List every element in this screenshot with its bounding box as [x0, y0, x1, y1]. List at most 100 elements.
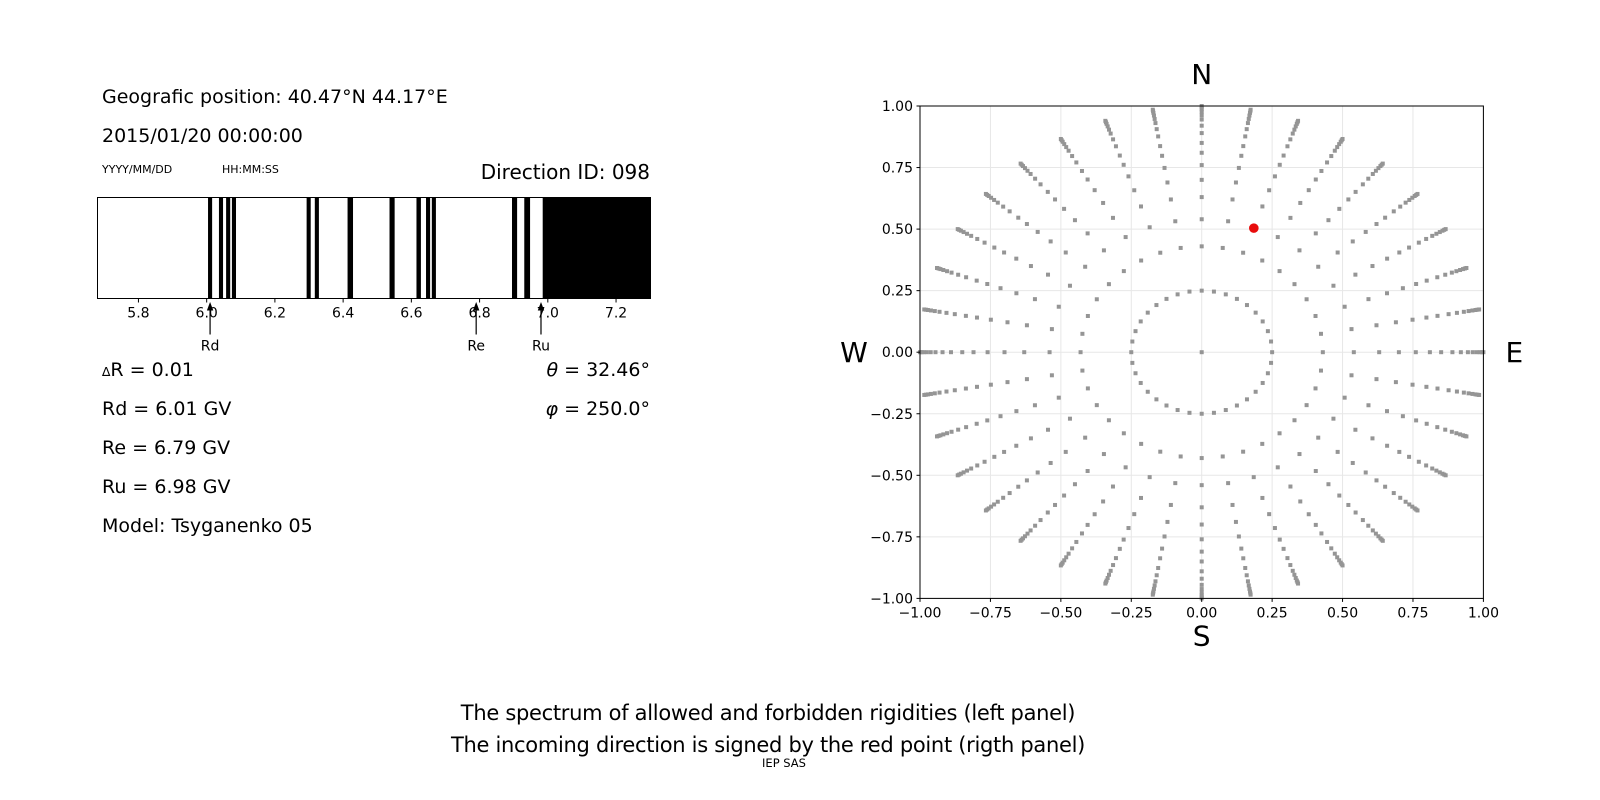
direction-dot	[1133, 371, 1138, 376]
spoke-dots	[1253, 389, 1420, 513]
direction-dot	[1211, 410, 1216, 415]
direction-dot	[1022, 350, 1027, 355]
direction-dot	[1380, 161, 1385, 166]
compass-label-east: E	[1506, 336, 1524, 369]
y-axis-tick-label: −0.75	[870, 530, 913, 546]
direction-dot	[922, 392, 927, 397]
direction-dot	[1126, 526, 1131, 531]
spoke-dots	[1234, 136, 1345, 301]
spoke-dots	[1103, 118, 1180, 297]
direction-dot	[1374, 377, 1379, 382]
direction-dot	[1443, 427, 1448, 432]
direction-dot	[932, 309, 937, 314]
spoke-dots	[1270, 350, 1486, 355]
direction-dot	[1477, 392, 1482, 397]
direction-dot	[1350, 460, 1355, 465]
direction-dot	[1158, 144, 1163, 149]
direction-dot	[1199, 117, 1204, 122]
direction-dot	[1244, 303, 1249, 308]
direction-dot	[1094, 403, 1099, 408]
direction-dot	[963, 313, 968, 318]
x-axis-tick-label: −0.50	[1039, 605, 1082, 621]
direction-dot	[974, 278, 979, 283]
direction-dot	[1139, 204, 1144, 209]
direction-dot	[1297, 248, 1302, 253]
direction-dot	[1199, 537, 1204, 542]
direction-dot	[1018, 161, 1023, 166]
direction-dot	[1236, 165, 1241, 170]
direction-dot	[1277, 269, 1282, 274]
phi-value: φ = 250.0°	[545, 398, 650, 420]
direction-dot	[1024, 377, 1029, 382]
direction-dot	[1151, 586, 1156, 591]
direction-dot	[1427, 350, 1432, 355]
direction-dot	[1398, 204, 1403, 209]
forbidden-band	[524, 198, 531, 298]
direction-dot	[1001, 495, 1006, 500]
direction-dot	[1370, 171, 1375, 176]
direction-dot	[940, 350, 945, 355]
direction-dot	[1022, 534, 1027, 539]
direction-dot	[1199, 113, 1204, 118]
direction-dot	[1337, 142, 1342, 147]
direction-dot	[1247, 586, 1252, 591]
direction-dot	[1123, 235, 1128, 240]
direction-dot	[998, 414, 1003, 419]
direction-dot	[1187, 289, 1192, 294]
compass-label-west: W	[840, 336, 868, 369]
forbidden-band	[231, 198, 237, 298]
direction-dot	[1139, 441, 1144, 446]
direction-dot	[1083, 435, 1088, 440]
forbidden-band	[431, 198, 436, 298]
direction-dot	[1199, 456, 1204, 461]
x-axis-tick-label: 0.50	[1327, 605, 1358, 621]
direction-dot	[1085, 177, 1090, 182]
forbidden-band	[426, 198, 431, 298]
direction-dot	[1470, 308, 1475, 313]
direction-dot	[1351, 350, 1356, 355]
direction-dot	[1025, 168, 1030, 173]
direction-dot	[1325, 539, 1330, 544]
spoke-dots	[1058, 136, 1169, 301]
direction-dot	[1246, 116, 1251, 121]
direction-dot	[1260, 204, 1265, 209]
direction-axes: −1.00−1.00 −0.75 −0.75 −0.50 −0.50 −0.25 −0.25…	[870, 99, 1499, 621]
direction-dot	[1139, 258, 1144, 263]
direction-dot	[1110, 215, 1115, 220]
direction-dot	[1332, 148, 1337, 153]
direction-dot	[1005, 320, 1010, 325]
direction-dot	[1085, 522, 1090, 527]
direction-dot	[1199, 569, 1204, 574]
spoke-dots	[1244, 161, 1385, 308]
direction-dot	[1393, 380, 1398, 385]
direction-dot	[1063, 449, 1068, 454]
forbidden-band	[208, 198, 213, 298]
direction-dot	[1074, 160, 1079, 165]
spoke-dots	[983, 389, 1150, 513]
direction-dot	[1461, 390, 1466, 395]
direction-dot	[1241, 556, 1246, 561]
direction-dot	[1464, 434, 1469, 439]
y-axis-tick-label: 0.00	[882, 345, 913, 361]
direction-dot	[937, 309, 942, 314]
direction-dot	[1066, 148, 1071, 153]
direction-dot	[1199, 549, 1204, 554]
direction-dot	[1079, 168, 1084, 173]
forbidden-band	[218, 198, 224, 298]
direction-dot	[1199, 590, 1204, 595]
direction-dot	[1416, 459, 1421, 464]
direction-dot	[992, 454, 997, 459]
direction-dot	[1403, 200, 1408, 205]
direction-dot	[1110, 484, 1115, 489]
direction-dot	[1397, 449, 1402, 454]
direction-dot	[1416, 240, 1421, 245]
spoke-dots	[1150, 410, 1192, 597]
direction-dot	[952, 312, 957, 317]
direction-dot	[1449, 429, 1454, 434]
y-axis-tick-label: 1.00	[882, 99, 913, 115]
direction-id-title: Direction ID: 098	[480, 160, 650, 184]
direction-dot	[1292, 127, 1297, 132]
direction-dot	[1038, 182, 1043, 187]
date-format-label: YYYY/MM/DD	[102, 163, 173, 176]
